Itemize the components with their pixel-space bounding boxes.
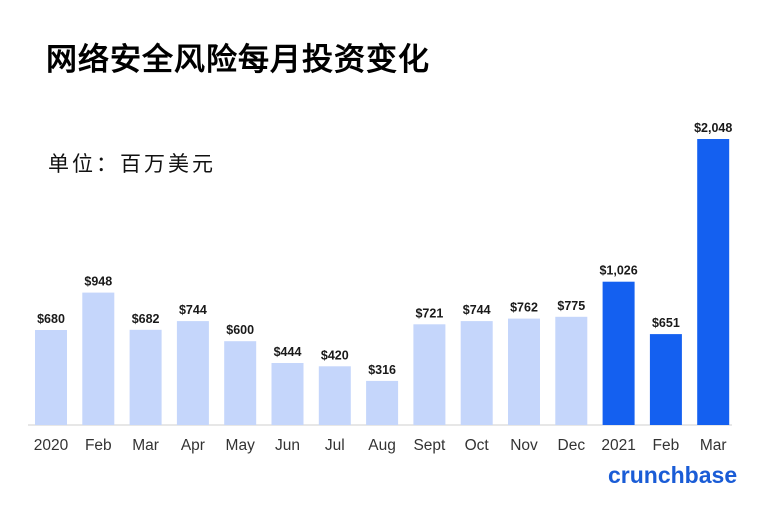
bar-10 [508,318,540,425]
value-label-12: $1,026 [599,264,637,278]
value-label-1: $948 [84,275,112,289]
value-label-13: $651 [652,316,680,330]
value-label-8: $721 [415,306,443,320]
tick-labels-group: 2020 Feb Mar Apr May Jun Jul Aug Sept Oct Nov Dec 20… [34,437,727,454]
value-label-3: $744 [179,303,207,317]
tick-label-4: May [226,437,256,454]
tick-label-2: Mar [132,437,159,454]
bar-7 [366,380,399,425]
value-label-5: $444 [274,345,302,359]
tick-label-7: Aug [368,437,396,454]
value-label-14: $2,048 [694,121,732,135]
value-label-0: $680 [37,312,65,326]
bar-12 [602,281,635,425]
tick-label-12: 2021 [601,437,635,454]
bar-0 [35,330,67,425]
bar-2 [129,329,162,425]
tick-label-14: Mar [700,437,727,454]
unit-label: 单位：百万美元 [48,152,216,176]
bar-6 [318,366,351,425]
bar-14 [697,139,730,425]
tick-label-0: 2020 [34,437,69,454]
tick-label-5: Jun [275,437,300,454]
value-label-2: $682 [132,312,160,326]
bar-8 [413,324,446,425]
value-label-9: $744 [463,303,491,317]
tick-label-13: Feb [653,437,680,454]
bar-5 [271,363,304,425]
bar-13 [649,334,682,425]
tick-label-8: Sept [413,437,446,454]
value-label-10: $762 [510,301,538,315]
chart-title: 网络安全风险每月投资变化 [46,42,430,78]
value-label-7: $316 [368,363,396,377]
value-label-4: $600 [226,323,254,337]
value-label-11: $775 [557,299,585,313]
bar-9 [460,321,493,425]
crunchbase-logo: crunchbase [608,462,738,488]
bar-1 [82,292,115,425]
value-label-6: $420 [321,348,349,362]
bar-4 [224,341,257,425]
bar-11 [555,316,588,425]
tick-label-1: Feb [85,437,112,454]
tick-label-6: Jul [325,437,345,454]
bars-group [35,139,730,425]
bar-3 [176,321,209,425]
tick-label-9: Oct [465,437,490,454]
tick-label-3: Apr [181,437,205,454]
tick-label-10: Nov [510,437,538,454]
value-labels-group: $680 $948 $682 $744 $600 $444 $420 $316 $721 $744… [37,121,732,377]
tick-label-11: Dec [558,437,586,454]
